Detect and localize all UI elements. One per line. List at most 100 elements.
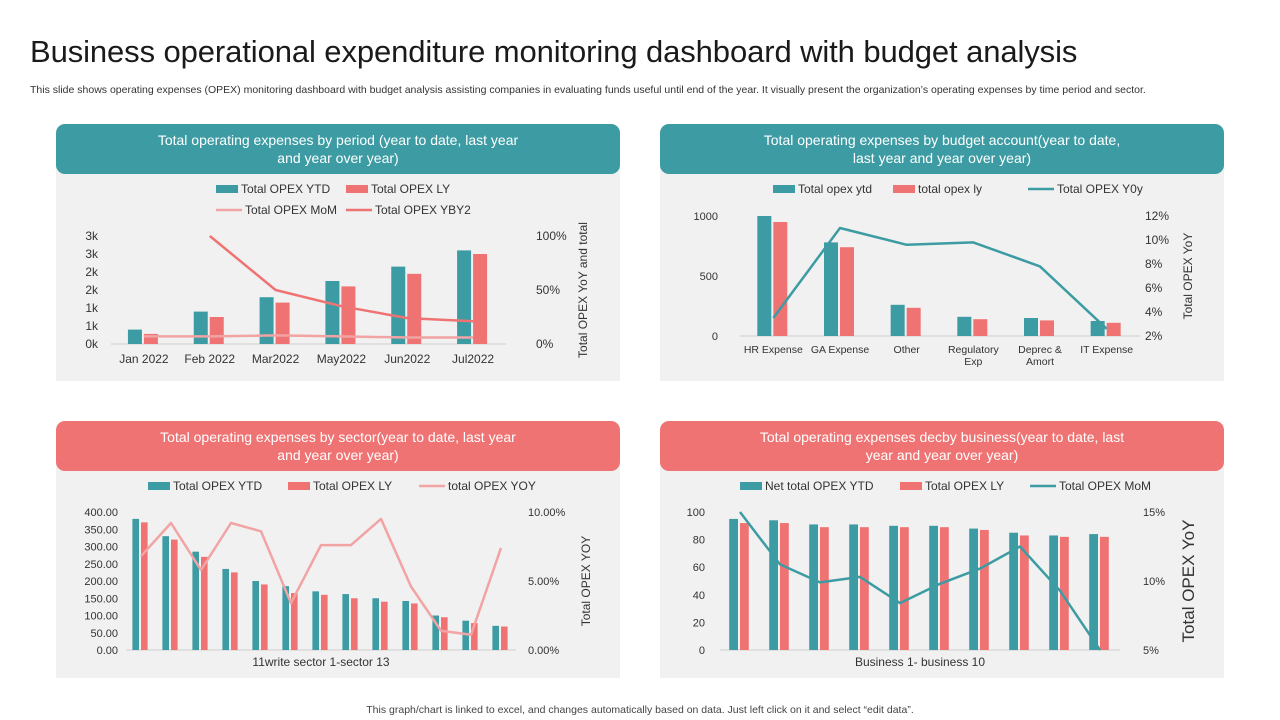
bar-total-opex-ly xyxy=(407,273,422,344)
bar-total-opex-ly xyxy=(351,598,358,650)
y-tick-label: 1k xyxy=(85,319,99,333)
y-tick-label: 80 xyxy=(693,535,705,547)
y2-tick-label: 12% xyxy=(1145,209,1169,223)
y-tick-label: 0.00 xyxy=(97,645,118,657)
bar-total-opex-ly xyxy=(291,593,298,650)
y-tick-label: 350.00 xyxy=(84,524,118,536)
y2-tick-label: 5% xyxy=(1143,645,1159,657)
bar-net-total-opex-ytd xyxy=(1089,534,1098,650)
bar-total-opex-ly xyxy=(820,527,829,650)
bar-total-opex-ytd xyxy=(492,625,499,650)
bar-total-opex-ly xyxy=(441,617,448,650)
legend-label: Total OPEX LY xyxy=(371,182,450,196)
bar-total-opex-ly xyxy=(473,254,488,344)
legend-swatch xyxy=(216,185,238,193)
x-axis-title: 11write sector 1-sector 13 xyxy=(252,655,389,669)
y2-tick-label: 10% xyxy=(1143,576,1165,588)
y2-tick-label: 5.00% xyxy=(528,576,559,588)
bar-total-opex-ly xyxy=(201,556,208,650)
bar-total-opex-ly xyxy=(860,527,869,650)
y2-tick-label: 10.00% xyxy=(528,507,566,519)
y2-tick-label: 15% xyxy=(1143,507,1165,519)
bar-total-opex-ytd xyxy=(282,586,289,650)
x-tick-label: Other xyxy=(894,344,921,356)
bar-total-opex-ly xyxy=(900,527,909,650)
bar-total-opex-ytd xyxy=(402,601,409,650)
x-tick-label: May2022 xyxy=(317,352,367,366)
y2-tick-label: 0% xyxy=(536,337,554,351)
y-tick-label: 250.00 xyxy=(84,559,118,571)
legend-label: Total OPEX MoM xyxy=(245,203,337,217)
bar-net-total-opex-ytd xyxy=(1009,532,1018,650)
bar-net-total-opex-ytd xyxy=(769,520,778,650)
legend-label: Total OPEX LY xyxy=(313,479,392,493)
y-tick-label: 3k xyxy=(85,247,99,261)
x-tick-label: HR Expense xyxy=(744,344,803,356)
y-tick-label: 2k xyxy=(85,265,99,279)
legend-swatch xyxy=(148,482,170,490)
bar-total-opex-ly xyxy=(341,286,356,344)
bar-total-opex-ly xyxy=(321,594,328,650)
chart-header-sector: Total operating expenses by sector(year … xyxy=(56,421,620,471)
y-tick-label: 100 xyxy=(687,507,705,519)
bar-total-opex-ytd xyxy=(1024,318,1038,336)
y-tick-label: 500 xyxy=(700,271,718,283)
y-tick-label: 0 xyxy=(699,645,705,657)
bar-total-opex-ytd xyxy=(132,518,139,650)
legend-swatch xyxy=(893,185,915,193)
legend-swatch xyxy=(288,482,310,490)
bar-net-total-opex-ytd xyxy=(729,518,738,650)
bar-total-opex-ly xyxy=(840,247,854,336)
bar-total-opex-ly xyxy=(740,523,749,650)
y-tick-label: 100.00 xyxy=(84,611,118,623)
y-tick-label: 0k xyxy=(85,337,99,351)
y2-axis-title: Total OPEX YoY and total xyxy=(576,222,590,358)
bar-total-opex-ytd xyxy=(127,329,142,344)
bar-total-opex-ytd xyxy=(391,266,406,344)
bar-total-opex-ly xyxy=(1100,536,1109,650)
y2-tick-label: 2% xyxy=(1145,329,1163,343)
x-tick-label: Amort xyxy=(1026,356,1054,368)
chart-header-sector-text: Total operating expenses by sector(year … xyxy=(160,429,516,463)
bar-total-opex-ytd xyxy=(252,581,259,650)
chart-budget: Total opex ytd total opex ly Total OPEX Y0… xyxy=(694,182,1195,368)
chart-header-budget: Total operating expenses by budget accou… xyxy=(660,124,1224,174)
legend-swatch xyxy=(740,482,762,490)
x-tick-label: Deprec & xyxy=(1018,344,1062,356)
legend-label: Net total OPEX YTD xyxy=(765,479,874,493)
bar-total-opex-ly xyxy=(980,529,989,650)
y-tick-label: 200.00 xyxy=(84,576,118,588)
legend-swatch xyxy=(900,482,922,490)
chart-header-period-text: Total operating expenses by period (year… xyxy=(157,132,519,166)
y2-tick-label: 50% xyxy=(536,283,560,297)
y-tick-label: 3k xyxy=(85,229,99,243)
bar-net-total-opex-ytd xyxy=(889,525,898,650)
x-tick-label: Exp xyxy=(964,356,982,368)
bar-total-opex-ytd xyxy=(432,615,439,650)
bar-total-opex-ly xyxy=(1020,535,1029,650)
footer-note: This graph/chart is linked to excel, and… xyxy=(366,704,914,716)
bar-total-opex-ly xyxy=(471,623,478,650)
legend-label: total OPEX YOY xyxy=(448,479,536,493)
line-total-opex-yby2 xyxy=(209,235,474,323)
y2-axis-title: Total OPEX YOY xyxy=(579,536,593,627)
bar-total-opex-ly xyxy=(1106,322,1121,336)
x-tick-label: Feb 2022 xyxy=(184,352,235,366)
y-tick-label: 150.00 xyxy=(84,593,118,605)
bar-total-opex-ly xyxy=(261,584,268,650)
bar-total-opex-ytd xyxy=(957,316,972,336)
bar-total-opex-ly xyxy=(973,319,988,336)
chart-header-budget-text: Total operating expenses by budget accou… xyxy=(763,132,1121,166)
bar-total-opex-ly xyxy=(381,601,388,650)
chart-header-business: Total operating expenses decby business(… xyxy=(660,421,1224,471)
chart-panel-budget xyxy=(660,159,1224,381)
page-subtitle: This slide shows operating expenses (OPE… xyxy=(30,84,1146,96)
bar-total-opex-ly xyxy=(143,333,158,344)
bar-total-opex-ly xyxy=(940,527,949,650)
line-total-opex-mom xyxy=(739,511,1102,651)
legend-label: Total OPEX YBY2 xyxy=(375,203,471,217)
legend-swatch xyxy=(773,185,795,193)
bar-total-opex-ytd xyxy=(757,216,772,336)
y-tick-label: 0 xyxy=(712,331,718,343)
bar-total-opex-ytd xyxy=(462,620,469,650)
